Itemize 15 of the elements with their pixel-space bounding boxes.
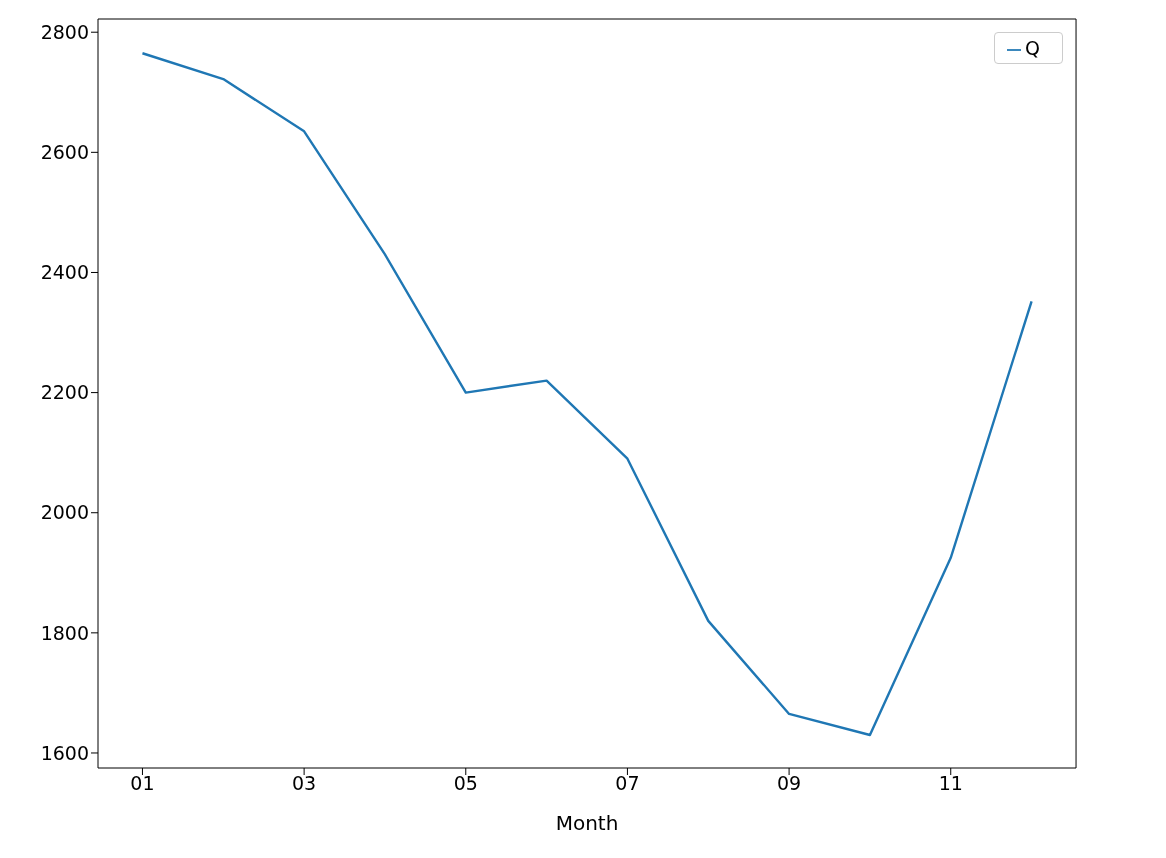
x-axis-title: Month [555,811,619,835]
x-tick-label: 11 [938,772,963,795]
y-tick-label: 2000 [40,501,89,524]
x-tick-label: 09 [776,772,802,795]
x-tick-label: 05 [453,772,478,795]
y-tick-label: 2800 [40,20,89,43]
x-tick-label: 03 [292,772,317,795]
x-tick-label: 01 [130,772,155,795]
y-tick-label: 2200 [40,381,89,404]
y-tick-label: 2600 [40,141,89,164]
legend-label: Q [1025,37,1040,59]
y-tick-label: 1600 [40,741,89,764]
y-tick-label: 2400 [40,261,89,284]
x-tick-label: 07 [615,772,640,795]
y-tick-label: 1800 [40,621,89,644]
